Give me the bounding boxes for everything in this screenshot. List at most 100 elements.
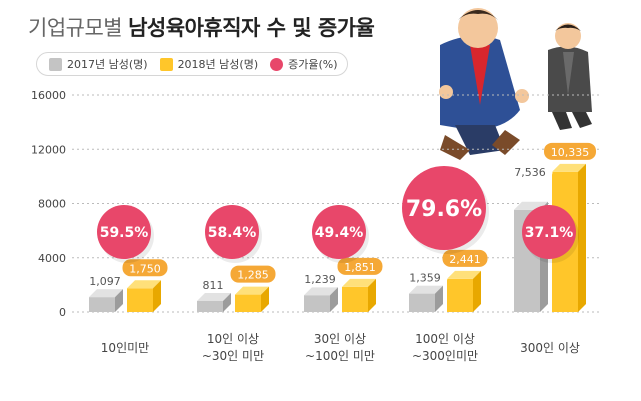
- y-tick-label: 4000: [38, 252, 66, 265]
- value-label-2018-bg: [544, 142, 596, 160]
- bar-2017-side: [115, 289, 123, 312]
- bar-2018-side: [578, 163, 586, 312]
- category-label: 30인 이상 ~100인 미만: [290, 331, 390, 365]
- legend-item-2018: 2018년 남성(명): [159, 56, 259, 72]
- pink-circle-icon: [270, 57, 284, 71]
- growth-bubbles: 59.5% 58.4% 49.4% 79.6% 37.1%: [97, 166, 579, 263]
- growth-label: 58.4%: [208, 225, 257, 241]
- bar-2018-top: [342, 278, 376, 287]
- value-label-2018-bg: [230, 265, 276, 283]
- value-label-2017-bg: [402, 268, 448, 286]
- legend: 2017년 남성(명) 2018년 남성(명) 증가율(%): [36, 52, 348, 76]
- bar-2017: [304, 287, 338, 312]
- value-label-2018-bg: [122, 259, 168, 277]
- chart-title: 기업규모별 남성육아휴직자 수 및 증가율: [28, 12, 375, 42]
- growth-bubble: [522, 205, 576, 259]
- category-label-line: 10인미만: [100, 341, 150, 355]
- bar-2018-front: [235, 294, 261, 312]
- bar-2017: [409, 285, 443, 312]
- bar-2017-front: [409, 293, 435, 312]
- bar-2017-front: [197, 301, 223, 312]
- value-label-2018: 2,441: [449, 253, 481, 266]
- gray-cube-icon: [49, 57, 62, 71]
- value-label-2018-bg: [442, 249, 488, 267]
- value-label-2017-bg: [507, 162, 553, 180]
- bar-2018-side: [368, 278, 376, 312]
- bar-2017-front: [304, 295, 330, 312]
- bar-2018-side: [153, 280, 161, 312]
- bar-2018: [127, 280, 161, 312]
- bar-2018: [447, 270, 481, 312]
- bar-2017-front: [89, 297, 115, 312]
- category-label: 100인 이상 ~300인미만: [395, 331, 495, 365]
- bar-2017-top: [89, 289, 123, 298]
- bar-2018-front: [342, 286, 368, 312]
- value-label-2017-bg: [197, 276, 229, 294]
- bar-2017-top: [197, 293, 231, 302]
- legend-item-2017: 2017년 남성(명): [49, 56, 148, 72]
- bar-2017-side: [223, 293, 231, 312]
- legend-label-2018: 2018년 남성(명): [177, 58, 259, 71]
- growth-label: 37.1%: [525, 225, 574, 241]
- growth-label: 59.5%: [100, 225, 149, 241]
- category-label-line: 100인 이상: [415, 332, 475, 346]
- value-label-2017: 7,536: [514, 166, 546, 179]
- y-axis: 0 4000 8000 12000 16000: [31, 89, 66, 319]
- yellow-cube-icon: [159, 57, 173, 71]
- bar-2018-side: [473, 270, 481, 312]
- bar-2018-top: [127, 280, 161, 289]
- legend-label-rate: 증가율(%): [288, 58, 338, 71]
- value-label-2018-bg: [337, 257, 383, 275]
- growth-bubble: [205, 205, 259, 259]
- category-label-line: 30인 이상: [313, 332, 367, 346]
- value-label-2017: 811: [203, 279, 224, 292]
- title-light: 기업규모별: [28, 16, 123, 40]
- value-label-2018: 10,335: [551, 146, 590, 159]
- bar-2018-top: [552, 163, 586, 172]
- value-label-2018: 1,750: [129, 262, 161, 275]
- value-label-2017: 1,239: [304, 273, 336, 286]
- category-label: 10인 이상 ~30인 미만: [183, 331, 283, 365]
- bar-2018: [235, 286, 269, 312]
- y-tick-label: 0: [59, 306, 66, 319]
- bar-2017-top: [304, 287, 338, 296]
- bar-2018-top: [447, 270, 481, 279]
- title-bold: 남성육아휴직자 수 및 증가율: [128, 16, 375, 40]
- bar-2018-top: [235, 286, 269, 295]
- businessmen-illustration: [439, 8, 592, 160]
- category-label-line: 10인 이상: [206, 332, 260, 346]
- bar-2017: [197, 293, 231, 312]
- bar-2017-top: [409, 285, 443, 294]
- bar-2018-front: [447, 278, 473, 312]
- bar-2018: [342, 278, 376, 312]
- bars: 1,097 1,750 811 1,285 1,239 1,851 1,359 2,441 7,…: [82, 142, 596, 312]
- bar-2017-side: [435, 285, 443, 312]
- growth-bubble: [402, 166, 486, 250]
- y-tick-label: 12000: [31, 143, 66, 156]
- y-tick-label: 16000: [31, 89, 66, 102]
- category-label: 10인미만: [75, 340, 175, 357]
- growth-bubble: [312, 205, 366, 259]
- value-label-2018: 1,285: [237, 269, 269, 282]
- legend-item-rate: 증가율(%): [270, 56, 338, 72]
- bar-2017: [89, 289, 123, 312]
- bar-2018-side: [261, 286, 269, 312]
- category-label-line: ~300인미만: [411, 349, 479, 363]
- bar-2017-side: [330, 287, 338, 312]
- grid: [72, 94, 600, 313]
- value-label-2017-bg: [82, 272, 128, 290]
- bar-2018-front: [127, 288, 153, 312]
- value-label-2017: 1,097: [89, 275, 121, 288]
- growth-bubble: [97, 205, 151, 259]
- y-tick-label: 8000: [38, 198, 66, 211]
- category-label-line: ~30인 미만: [201, 349, 265, 363]
- growth-label: 79.6%: [406, 197, 482, 222]
- category-label-line: ~100인 미만: [305, 349, 375, 363]
- legend-label-2017: 2017년 남성(명): [67, 58, 148, 71]
- category-label: 300인 이상: [500, 340, 600, 357]
- value-label-2017: 1,359: [409, 272, 441, 285]
- category-label-line: 300인 이상: [520, 341, 580, 355]
- value-label-2018: 1,851: [344, 261, 376, 274]
- value-label-2017-bg: [297, 270, 343, 288]
